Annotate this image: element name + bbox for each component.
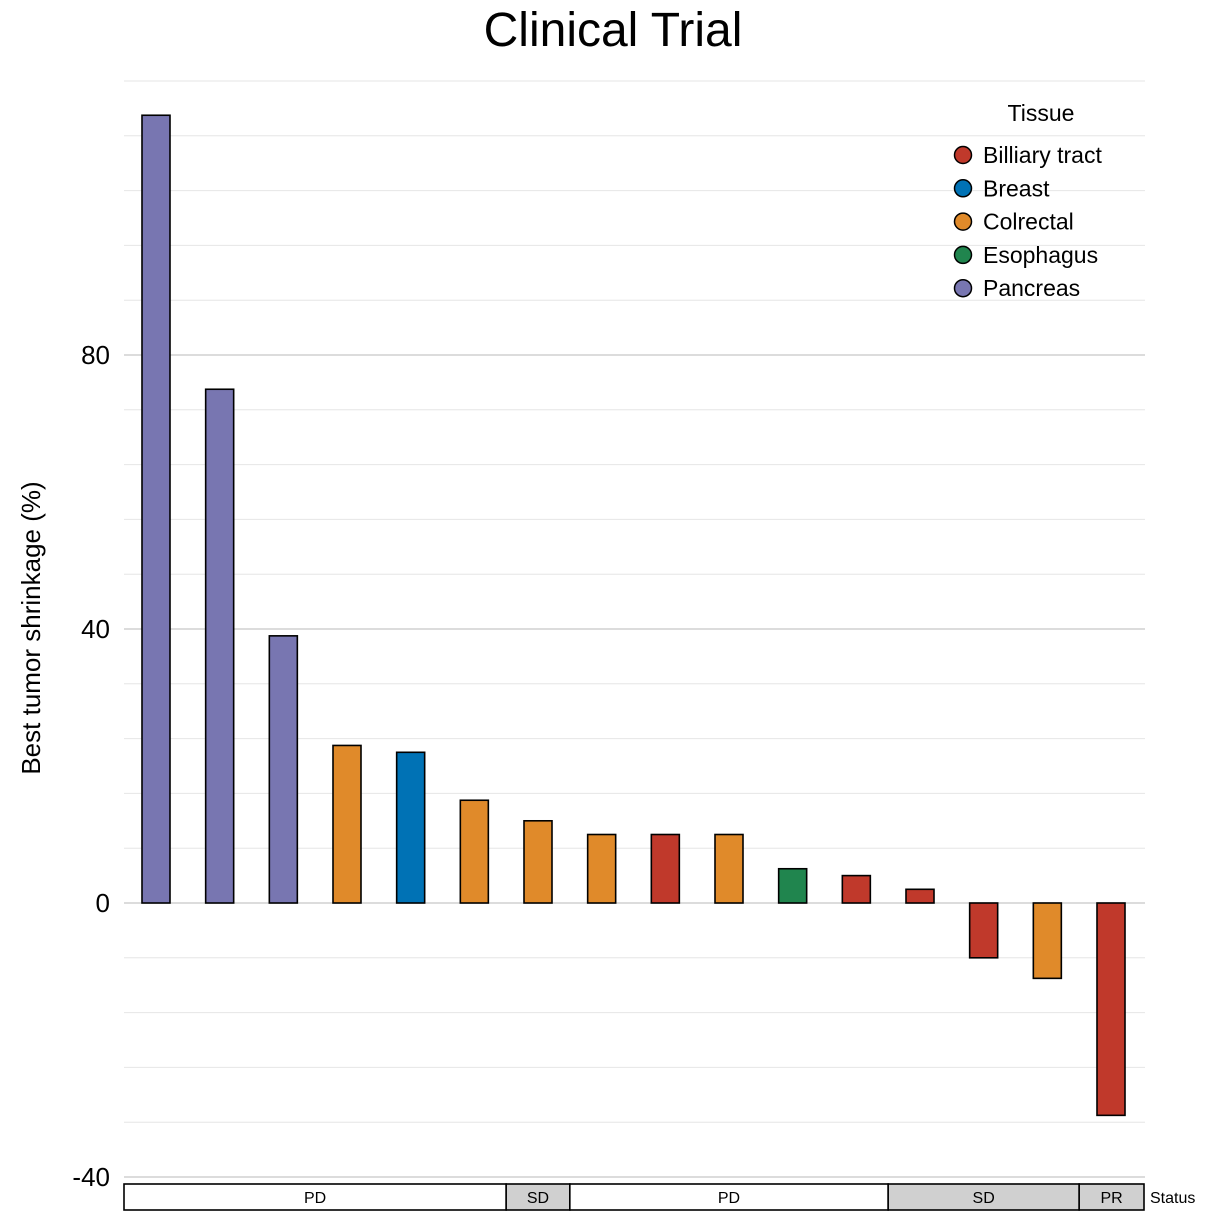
y-tick-label: 0: [96, 888, 110, 918]
status-segment-label: SD: [973, 1190, 995, 1207]
bar: [586, 833, 617, 904]
status-segment-label: PD: [718, 1190, 740, 1207]
bar: [714, 833, 744, 904]
bar: [268, 635, 299, 904]
chart-title: Clinical Trial: [484, 4, 743, 57]
y-tick-label: -40: [72, 1162, 110, 1192]
y-tick-label: 80: [81, 340, 110, 370]
bar: [141, 114, 171, 904]
y-axis-ticks: -40 0 40 80: [72, 340, 110, 1192]
legend-entry-label: Pancreas: [983, 275, 1080, 301]
bar: [1032, 902, 1063, 980]
bar: [905, 888, 935, 904]
bar: [841, 874, 872, 904]
status-track: Status PD SD PD SD PR: [123, 1183, 1195, 1211]
bar: [968, 902, 999, 959]
legend-swatch: [953, 245, 973, 265]
legend-entry-label: Colrectal: [983, 209, 1074, 235]
status-segment: [1078, 1183, 1145, 1211]
legend-swatch: [953, 212, 973, 231]
legend-entry-label: Breast: [983, 175, 1050, 201]
y-axis-label: Best tumor shrinkage (%): [16, 481, 46, 774]
bar: [204, 388, 235, 904]
status-segment: [887, 1183, 1080, 1211]
legend: Tissue Billiary tract Breast Colrectal Esop…: [953, 100, 1102, 301]
bar: [777, 867, 808, 904]
bar: [459, 799, 490, 904]
legend-entry-label: Esophagus: [983, 242, 1098, 268]
legend-title: Tissue: [1008, 100, 1075, 126]
legend-swatch: [953, 179, 973, 198]
bar: [395, 751, 426, 904]
status-segment-label: PR: [1100, 1190, 1122, 1207]
status-track-label: Status: [1150, 1190, 1195, 1207]
bar: [1096, 902, 1126, 1117]
legend-swatch: [953, 278, 973, 298]
bar: [523, 819, 553, 904]
status-segment-label: SD: [527, 1190, 549, 1207]
status-segment: [569, 1183, 889, 1211]
bar: [332, 744, 362, 904]
legend-entry-label: Billiary tract: [983, 142, 1102, 168]
bars: [141, 114, 1126, 1117]
bar: [650, 833, 681, 904]
legend-swatch: [953, 145, 973, 165]
status-segment-label: PD: [304, 1190, 326, 1207]
y-tick-label: 40: [81, 614, 110, 644]
